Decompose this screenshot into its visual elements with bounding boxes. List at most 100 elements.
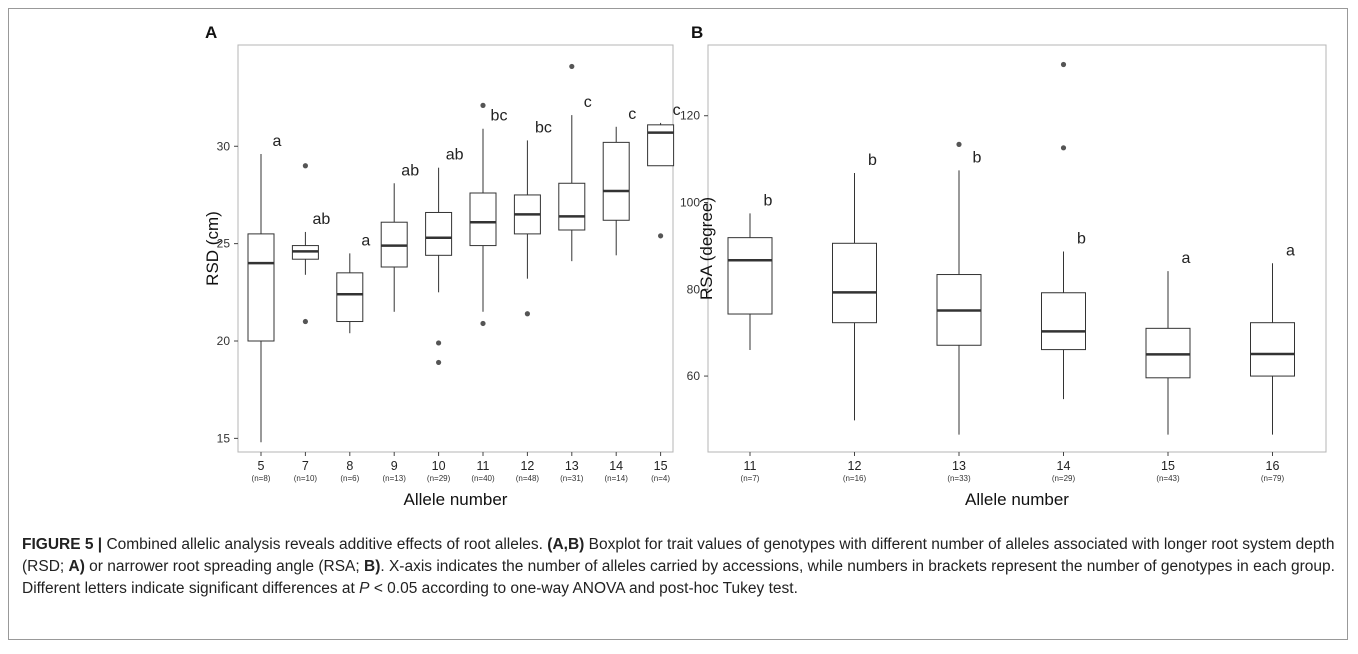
- caption-text-2: Boxplot for trait values of genotypes wi…: [22, 536, 1335, 575]
- panel-a-ytick-label: 15: [217, 431, 231, 445]
- panel-b-y-axis-label: RSA (degree): [697, 197, 716, 300]
- panel-b-xtick-label: 11: [744, 459, 757, 473]
- panel-b-label: B: [691, 23, 703, 42]
- panel-a-outlier-point: [436, 340, 442, 346]
- panel-b-group-count: (n=43): [1156, 474, 1180, 483]
- panel-b-xtick-label: 14: [1057, 459, 1071, 473]
- panel-b-box: [727, 237, 773, 315]
- panel-a-label: A: [205, 23, 217, 42]
- panel-a-x-axis-label: Allele number: [404, 490, 508, 509]
- panel-b-xtick-label: 12: [848, 459, 862, 473]
- panel-a-outlier-point: [658, 233, 664, 239]
- figure-caption: FIGURE 5 | Combined allelic analysis rev…: [22, 534, 1338, 600]
- panel-a-xtick-label: 5: [258, 459, 265, 473]
- panel-a-outlier-point: [302, 163, 308, 169]
- panel-a-y-axis-label: RSD (cm): [203, 211, 222, 286]
- panel-b-ytick-label: 60: [687, 369, 701, 383]
- caption-text-4: . X-axis indicates the number of alleles…: [22, 558, 1335, 597]
- panel-a-box: [425, 211, 453, 256]
- panel-b-xtick-label: 13: [952, 459, 966, 473]
- panel-b-group-count: (n=7): [741, 474, 760, 483]
- caption-label: FIGURE 5 |: [22, 536, 103, 553]
- panel-b-x-axis-label: Allele number: [965, 490, 1069, 509]
- panel-a-significance-letter: bc: [491, 108, 508, 125]
- panel-a-outlier-point: [302, 318, 308, 325]
- panel-a-group-count: (n=13): [383, 474, 407, 483]
- panel-a-group-count: (n=29): [427, 474, 451, 483]
- caption-p-symbol: P: [359, 580, 370, 597]
- panel-a-xtick-label: 9: [391, 459, 398, 473]
- caption-text-5: < 0.05 according to one-way ANOVA and po…: [369, 580, 798, 597]
- panel-a-significance-letter: c: [584, 94, 592, 111]
- panel-b-outlier-point: [1060, 61, 1067, 68]
- caption-bold-1: (A,B): [547, 536, 585, 553]
- panel-b-significance-letter: b: [764, 192, 773, 209]
- panel-a-group-count: (n=4): [651, 474, 670, 483]
- panel-a-xtick-label: 10: [432, 459, 446, 473]
- panel-a-significance-letter: c: [673, 102, 681, 119]
- panel-a-group-count: (n=48): [516, 474, 540, 483]
- caption-bold-2: A): [68, 558, 85, 575]
- panel-a-outlier-point: [480, 320, 486, 327]
- panel-a-plot-border: [237, 44, 674, 453]
- panel-a-significance-letter: ab: [313, 211, 331, 228]
- panel-a-group-count: (n=40): [471, 474, 495, 483]
- panel-a-xtick-label: 13: [565, 459, 579, 473]
- panel-a-significance-letter: ab: [446, 147, 464, 164]
- panel-a-significance-letter: c: [628, 106, 636, 123]
- panel-a-significance-letter: ab: [401, 162, 419, 179]
- panel-b-significance-letter: b: [868, 152, 877, 169]
- caption-text-1: Combined allelic analysis reveals additi…: [102, 536, 548, 553]
- panel-b-box: [1041, 292, 1086, 351]
- panel-b-ytick-label: 80: [687, 282, 701, 296]
- panel-a-group-count: (n=6): [340, 474, 359, 483]
- panel-b-box: [1250, 322, 1295, 377]
- panel-b-xtick-label: 16: [1266, 459, 1280, 473]
- panel-a-box: [247, 233, 275, 342]
- panel-a-box: [469, 192, 497, 247]
- panel-a-group-count: (n=10): [294, 474, 318, 483]
- panel-a-box: [602, 141, 630, 221]
- panel-a-outlier-point: [569, 63, 575, 70]
- panel-a-box: [336, 272, 364, 323]
- panel-b-box: [832, 242, 877, 324]
- panel-b-box: [1145, 327, 1191, 379]
- caption-bold-3: B): [364, 558, 381, 575]
- panel-a-outlier-point: [436, 359, 442, 366]
- panel-a-group-count: (n=31): [560, 474, 584, 483]
- panel-a-group-count: (n=14): [605, 474, 629, 483]
- panel-a-xtick-label: 11: [477, 459, 490, 473]
- panel-b-outlier-point: [956, 141, 962, 147]
- panel-a-significance-letter: a: [361, 232, 370, 249]
- panel-a-outlier-point: [480, 102, 486, 108]
- panel-b-group-count: (n=29): [1052, 474, 1076, 483]
- panel-b-group-count: (n=33): [947, 474, 971, 483]
- panel-a-group-count: (n=8): [252, 474, 271, 483]
- panel-a-xtick-label: 7: [302, 459, 309, 473]
- panel-b-group-count: (n=16): [843, 474, 867, 483]
- panel-a-xtick-label: 14: [609, 459, 623, 473]
- panel-a-significance-letter: a: [273, 133, 282, 150]
- panel-b-outlier-point: [1060, 145, 1067, 151]
- panel-b-ytick-label: 100: [680, 196, 700, 210]
- figure-frame: [8, 8, 1348, 640]
- panel-b-xtick-label: 15: [1161, 459, 1175, 473]
- panel-a-ytick-label: 25: [217, 237, 231, 251]
- panel-a-xtick-label: 8: [346, 459, 353, 473]
- panel-a-outlier-point: [524, 311, 531, 317]
- caption-text-3: or narrower root spreading angle (RSA;: [84, 558, 364, 575]
- panel-b-significance-letter: b: [973, 149, 982, 166]
- panel-b-significance-letter: a: [1182, 250, 1191, 267]
- panel-a-ytick-label: 30: [217, 139, 231, 153]
- panel-a-box: [647, 124, 675, 167]
- panel-a-xtick-label: 12: [520, 459, 534, 473]
- panel-b-plot-border: [707, 44, 1327, 453]
- panel-b-significance-letter: b: [1077, 231, 1086, 248]
- panel-a-xtick-label: 15: [654, 459, 668, 473]
- panel-a-ytick-label: 20: [217, 334, 231, 348]
- panel-b-significance-letter: a: [1286, 242, 1295, 259]
- panel-a-significance-letter: bc: [535, 119, 552, 136]
- panel-a-box: [558, 182, 586, 231]
- panel-b-ytick-label: 120: [680, 109, 700, 123]
